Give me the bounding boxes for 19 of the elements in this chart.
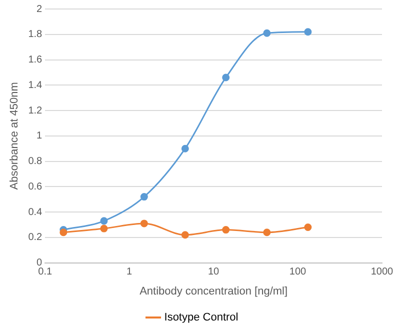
- x-tick-label: 0.1: [38, 266, 52, 278]
- y-tick-label: 1.4: [28, 80, 43, 91]
- y-tick-label: 0.6: [28, 181, 43, 192]
- y-tick-label: 0.8: [28, 156, 43, 168]
- y-tick-label: 1.6: [28, 54, 43, 66]
- y-tick-label: 0.4: [28, 206, 43, 218]
- legend-label: Isotype Control: [164, 312, 238, 324]
- x-tick-label: 1000: [370, 266, 394, 278]
- y-axis-title: Absorbance at 450nm: [8, 82, 21, 190]
- y-tick-label: 1.2: [28, 105, 43, 116]
- x-tick-label: 100: [289, 266, 307, 278]
- x-tick-label: 1: [126, 266, 133, 278]
- y-tick-label: 1.8: [28, 29, 43, 40]
- y-tick-label: 1: [36, 130, 43, 142]
- y-tick-label: 2: [36, 4, 43, 15]
- y-tick-label: 0.2: [28, 232, 43, 244]
- x-axis-title: Antibody concentration [ng/ml]: [140, 285, 288, 298]
- x-tick-label: 10: [208, 266, 220, 278]
- y-tick-label: 0: [36, 258, 43, 269]
